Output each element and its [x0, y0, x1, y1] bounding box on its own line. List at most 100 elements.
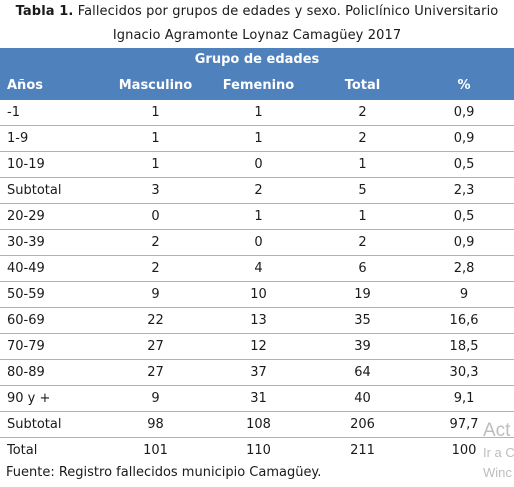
cell-age-group: 70-79 — [0, 333, 105, 360]
cell-total: 2 — [311, 125, 414, 152]
table-row: 20-29 0 1 1 0,5 — [0, 203, 514, 230]
table-row: 10-19 1 0 1 0,5 — [0, 151, 514, 178]
cell-male: 1 — [105, 125, 206, 152]
column-header-percent: % — [414, 70, 514, 100]
cell-female: 2 — [206, 177, 311, 204]
cell-total: 39 — [311, 333, 414, 360]
cell-age-group: 80-89 — [0, 359, 105, 386]
group-header: Grupo de edades — [0, 48, 514, 70]
caption-line-1: Tabla 1. Fallecidos por grupos de edades… — [0, 0, 514, 24]
cell-total: 211 — [311, 437, 414, 463]
cell-age-group: 90 y + — [0, 385, 105, 412]
cell-age-group: 10-19 — [0, 151, 105, 178]
source-note: Fuente: Registro fallecidos municipio Ca… — [6, 465, 322, 480]
column-header-row: Años Masculino Femenino Total % — [0, 70, 514, 100]
cell-percent: 9,1 — [414, 385, 514, 412]
cell-male: 9 — [105, 385, 206, 412]
cell-total: 206 — [311, 411, 414, 438]
cell-age-group: 30-39 — [0, 229, 105, 256]
cell-percent: 9 — [414, 281, 514, 308]
cell-male: 1 — [105, 100, 206, 126]
cell-percent: 0,9 — [414, 125, 514, 152]
cell-age-group: Subtotal — [0, 411, 105, 438]
cell-percent: 2,8 — [414, 255, 514, 282]
cell-total: 1 — [311, 203, 414, 230]
activation-watermark-line-2: Ir a C — [483, 445, 514, 460]
cell-male: 2 — [105, 229, 206, 256]
cell-total: 40 — [311, 385, 414, 412]
cell-female: 108 — [206, 411, 311, 438]
column-header-years: Años — [0, 70, 105, 100]
cell-female: 1 — [206, 125, 311, 152]
caption-line-2: Ignacio Agramonte Loynaz Camagüey 2017 — [112, 28, 402, 43]
cell-total: 1 — [311, 151, 414, 178]
caption-title: Fallecidos por grupos de edades y sexo. … — [77, 4, 499, 19]
cell-female: 10 — [206, 281, 311, 308]
column-header-female: Femenino — [206, 70, 311, 100]
cell-male: 2 — [105, 255, 206, 282]
cell-age-group: 1-9 — [0, 125, 105, 152]
cell-female: 31 — [206, 385, 311, 412]
cell-total: 64 — [311, 359, 414, 386]
cell-percent: 2,3 — [414, 177, 514, 204]
cell-percent: 30,3 — [414, 359, 514, 386]
cell-age-group: Subtotal — [0, 177, 105, 204]
cell-age-group: 60-69 — [0, 307, 105, 334]
subtotal-row: Subtotal 3 2 5 2,3 — [0, 177, 514, 204]
cell-female: 1 — [206, 100, 311, 126]
cell-age-group: 50-59 — [0, 281, 105, 308]
cell-female: 37 — [206, 359, 311, 386]
cell-female: 13 — [206, 307, 311, 334]
activation-watermark-line-3: Winc — [483, 465, 512, 480]
table-caption: Tabla 1. Fallecidos por grupos de edades… — [0, 0, 514, 50]
cell-percent: 16,6 — [414, 307, 514, 334]
cell-female: 12 — [206, 333, 311, 360]
cell-female: 1 — [206, 203, 311, 230]
table-row: -1 1 1 2 0,9 — [0, 100, 514, 126]
table-row: 90 y + 9 31 40 9,1 — [0, 385, 514, 412]
cell-male: 9 — [105, 281, 206, 308]
table-row: 50-59 9 10 19 9 — [0, 281, 514, 308]
total-row: Total 101 110 211 100 — [0, 437, 514, 463]
table-row: 70-79 27 12 39 18,5 — [0, 333, 514, 360]
cell-percent: 0,5 — [414, 203, 514, 230]
table-row: 40-49 2 4 6 2,8 — [0, 255, 514, 282]
cell-total: 35 — [311, 307, 414, 334]
cell-male: 27 — [105, 333, 206, 360]
mortality-table: Grupo de edades Años Masculino Femenino … — [0, 48, 514, 463]
cell-total: 2 — [311, 100, 414, 126]
caption-label: Tabla 1. — [15, 4, 74, 19]
cell-female: 0 — [206, 151, 311, 178]
cell-male: 3 — [105, 177, 206, 204]
cell-male: 1 — [105, 151, 206, 178]
subtotal-row: Subtotal 98 108 206 97,7 — [0, 411, 514, 438]
cell-total: 2 — [311, 229, 414, 256]
cell-percent: 100 — [414, 437, 514, 463]
cell-percent: 0,5 — [414, 151, 514, 178]
column-header-total: Total — [311, 70, 414, 100]
cell-male: 27 — [105, 359, 206, 386]
cell-age-group: 40-49 — [0, 255, 105, 282]
cell-total: 6 — [311, 255, 414, 282]
cell-male: 98 — [105, 411, 206, 438]
table-row: 80-89 27 37 64 30,3 — [0, 359, 514, 386]
cell-total: 5 — [311, 177, 414, 204]
cell-age-group: 20-29 — [0, 203, 105, 230]
group-header-row: Grupo de edades — [0, 48, 514, 70]
cell-female: 110 — [206, 437, 311, 463]
cell-percent: 97,7 — [414, 411, 514, 438]
cell-percent: 18,5 — [414, 333, 514, 360]
cell-total: 19 — [311, 281, 414, 308]
cell-male: 22 — [105, 307, 206, 334]
cell-female: 4 — [206, 255, 311, 282]
cell-male: 101 — [105, 437, 206, 463]
activation-watermark-line-1: Act — [483, 420, 511, 441]
table-row: 60-69 22 13 35 16,6 — [0, 307, 514, 334]
cell-percent: 0,9 — [414, 229, 514, 256]
cell-age-group: -1 — [0, 100, 105, 126]
table-row: 1-9 1 1 2 0,9 — [0, 125, 514, 152]
column-header-male: Masculino — [105, 70, 206, 100]
cell-percent: 0,9 — [414, 100, 514, 126]
cell-female: 0 — [206, 229, 311, 256]
cell-male: 0 — [105, 203, 206, 230]
